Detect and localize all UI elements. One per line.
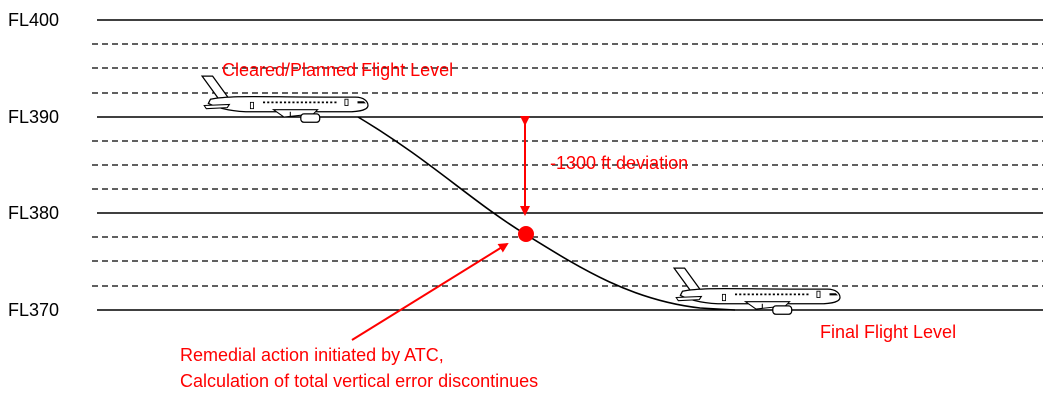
deviation-label: -1300 ft deviation <box>550 153 688 173</box>
aircraft-icon-initial <box>201 75 369 124</box>
fl380-label: FL380 <box>8 203 59 223</box>
remedial-text-line2: Calculation of total vertical error disc… <box>180 371 538 391</box>
fl400-label: FL400 <box>8 10 59 30</box>
red-dot-marker-icon <box>518 226 534 242</box>
fl370-label: FL370 <box>8 300 59 320</box>
cleared-level-label: Cleared/Planned Flight Level <box>222 60 453 80</box>
intermediate-dashed-lines <box>92 43 1043 287</box>
final-level-label: Final Flight Level <box>820 322 956 342</box>
remedial-pointer-arrow <box>351 242 509 341</box>
remedial-text-line1: Remedial action initiated by ATC, <box>180 345 444 365</box>
fl390-label: FL390 <box>8 107 59 127</box>
